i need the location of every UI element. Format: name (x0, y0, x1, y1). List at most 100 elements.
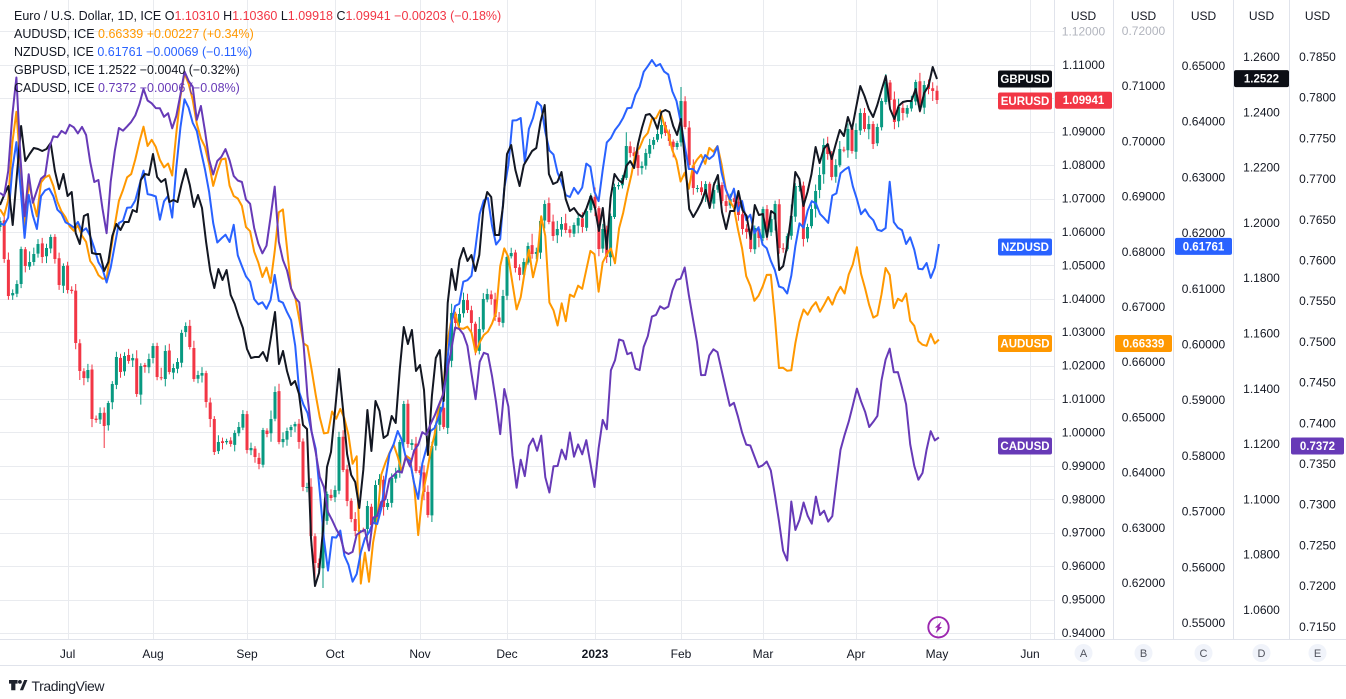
svg-text:TradingView: TradingView (32, 678, 106, 694)
svg-text:1.00000: 1.00000 (1062, 425, 1106, 439)
svg-text:0.7750: 0.7750 (1299, 131, 1336, 145)
svg-text:0.7500: 0.7500 (1299, 335, 1336, 349)
svg-text:Sep: Sep (236, 647, 258, 661)
svg-text:0.7550: 0.7550 (1299, 294, 1336, 308)
svg-text:USD: USD (1305, 9, 1331, 23)
svg-text:USD: USD (1249, 9, 1275, 23)
svg-text:AUDUSD, ICE 0.66339 +0.00227: AUDUSD, ICE 0.66339 +0.00227 (+0.34%) (14, 27, 254, 41)
svg-text:0.59000: 0.59000 (1182, 393, 1226, 407)
svg-text:Euro / U.S. Dollar, 1D, ICE O: Euro / U.S. Dollar, 1D, ICE O1.10310 H1.… (14, 9, 501, 23)
svg-text:1.02000: 1.02000 (1062, 359, 1106, 373)
svg-text:0.7450: 0.7450 (1299, 376, 1336, 390)
svg-text:1.04000: 1.04000 (1062, 292, 1106, 306)
svg-text:Mar: Mar (753, 647, 774, 661)
svg-text:May: May (926, 647, 949, 661)
svg-text:C: C (1200, 648, 1208, 660)
svg-text:0.7850: 0.7850 (1299, 50, 1336, 64)
svg-text:1.09941: 1.09941 (1063, 95, 1105, 107)
svg-text:1.1000: 1.1000 (1243, 492, 1280, 506)
svg-text:1.07000: 1.07000 (1062, 192, 1106, 206)
svg-text:USD: USD (1071, 9, 1097, 23)
svg-text:1.09000: 1.09000 (1062, 125, 1106, 139)
svg-text:1.2522: 1.2522 (1244, 74, 1279, 86)
svg-text:Feb: Feb (671, 647, 692, 661)
svg-text:0.65000: 0.65000 (1182, 59, 1226, 73)
svg-text:0.72000: 0.72000 (1122, 24, 1166, 38)
svg-text:1.2600: 1.2600 (1243, 50, 1280, 64)
svg-text:0.99000: 0.99000 (1062, 459, 1106, 473)
svg-text:1.1200: 1.1200 (1243, 437, 1280, 451)
svg-text:0.62000: 0.62000 (1122, 576, 1166, 590)
svg-text:0.94000: 0.94000 (1062, 626, 1106, 640)
svg-text:0.65000: 0.65000 (1122, 410, 1166, 424)
svg-text:0.61761: 0.61761 (1183, 241, 1225, 253)
svg-text:Jun: Jun (1020, 647, 1039, 661)
svg-text:1.1400: 1.1400 (1243, 382, 1280, 396)
svg-text:0.7150: 0.7150 (1299, 620, 1336, 634)
svg-text:AUDUSD: AUDUSD (1000, 339, 1049, 351)
svg-text:USD: USD (1191, 9, 1217, 23)
svg-text:0.7372: 0.7372 (1300, 441, 1335, 453)
svg-text:0.98000: 0.98000 (1062, 492, 1106, 506)
svg-text:CADUSD, ICE 0.7372 −0.0006 (: CADUSD, ICE 0.7372 −0.0006 (−0.08%) (14, 81, 240, 95)
svg-text:0.64000: 0.64000 (1182, 115, 1226, 129)
svg-text:EURUSD: EURUSD (1001, 96, 1050, 108)
svg-text:0.68000: 0.68000 (1122, 245, 1166, 259)
svg-text:Apr: Apr (847, 647, 866, 661)
svg-text:1.08000: 1.08000 (1062, 158, 1106, 172)
svg-text:0.58000: 0.58000 (1182, 449, 1226, 463)
svg-text:D: D (1258, 648, 1266, 660)
svg-text:1.11000: 1.11000 (1062, 58, 1105, 72)
svg-text:1.12000: 1.12000 (1062, 24, 1106, 38)
svg-text:0.7700: 0.7700 (1299, 172, 1336, 186)
svg-text:0.7400: 0.7400 (1299, 416, 1336, 430)
svg-text:0.7350: 0.7350 (1299, 457, 1336, 471)
svg-text:0.7600: 0.7600 (1299, 254, 1336, 268)
svg-text:0.66000: 0.66000 (1122, 355, 1166, 369)
svg-text:CADUSD: CADUSD (1000, 441, 1049, 453)
svg-text:0.67000: 0.67000 (1122, 300, 1166, 314)
svg-text:0.7250: 0.7250 (1299, 538, 1336, 552)
svg-text:2023: 2023 (582, 647, 609, 661)
svg-text:0.61000: 0.61000 (1182, 282, 1226, 296)
svg-text:0.64000: 0.64000 (1122, 466, 1166, 480)
svg-text:0.70000: 0.70000 (1122, 134, 1166, 148)
svg-text:0.7650: 0.7650 (1299, 213, 1336, 227)
svg-text:1.2200: 1.2200 (1243, 161, 1280, 175)
svg-text:1.05000: 1.05000 (1062, 258, 1106, 272)
svg-text:Jul: Jul (60, 647, 75, 661)
svg-text:0.57000: 0.57000 (1182, 505, 1226, 519)
svg-text:B: B (1140, 648, 1147, 660)
svg-text:0.7200: 0.7200 (1299, 579, 1336, 593)
svg-text:0.95000: 0.95000 (1062, 593, 1106, 607)
svg-text:1.1600: 1.1600 (1243, 327, 1280, 341)
svg-text:E: E (1314, 648, 1321, 660)
svg-text:NZDUSD: NZDUSD (1001, 242, 1049, 254)
svg-text:0.97000: 0.97000 (1062, 526, 1106, 540)
svg-text:0.60000: 0.60000 (1182, 338, 1226, 352)
svg-text:GBPUSD: GBPUSD (1000, 74, 1049, 86)
svg-text:0.7300: 0.7300 (1299, 498, 1336, 512)
svg-text:0.66339: 0.66339 (1123, 339, 1165, 351)
svg-text:Nov: Nov (409, 647, 430, 661)
svg-text:1.06000: 1.06000 (1062, 225, 1106, 239)
svg-text:0.7800: 0.7800 (1299, 91, 1336, 105)
svg-text:NZDUSD, ICE 0.61761 −0.00069: NZDUSD, ICE 0.61761 −0.00069 (−0.11%) (14, 45, 252, 59)
svg-text:1.0800: 1.0800 (1243, 548, 1280, 562)
svg-text:0.69000: 0.69000 (1122, 190, 1166, 204)
svg-text:0.55000: 0.55000 (1182, 616, 1226, 630)
svg-text:1.01000: 1.01000 (1062, 392, 1106, 406)
svg-text:0.62000: 0.62000 (1182, 226, 1226, 240)
svg-text:A: A (1080, 648, 1088, 660)
svg-text:1.2000: 1.2000 (1243, 216, 1280, 230)
svg-text:Oct: Oct (326, 647, 345, 661)
svg-text:Aug: Aug (142, 647, 163, 661)
svg-text:1.1800: 1.1800 (1243, 271, 1280, 285)
svg-text:0.63000: 0.63000 (1182, 170, 1226, 184)
svg-text:1.03000: 1.03000 (1062, 325, 1106, 339)
svg-text:1.2400: 1.2400 (1243, 105, 1280, 119)
svg-text:USD: USD (1131, 9, 1157, 23)
svg-text:1.0600: 1.0600 (1243, 603, 1280, 617)
svg-text:GBPUSD, ICE 1.2522 −0.0040 (: GBPUSD, ICE 1.2522 −0.0040 (−0.32%) (14, 63, 240, 77)
svg-text:0.56000: 0.56000 (1182, 560, 1226, 574)
